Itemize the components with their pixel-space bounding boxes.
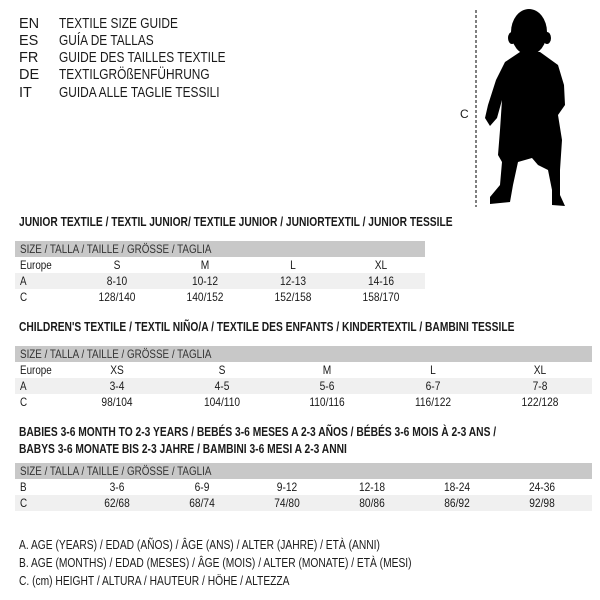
table-row: B 3-6 6-9 9-12 12-18 18-24 24-36 [15, 479, 592, 495]
table-row: C 98/104 104/110 110/116 116/122 122/128 [15, 394, 592, 410]
size-header-row: SIZE / TALLA / TAILLE / GRÖSSE / TAGLIA [15, 463, 592, 479]
table-cell: S [218, 363, 226, 377]
table-cell: 12-13 [279, 274, 307, 288]
row-label: C [20, 290, 28, 304]
junior-size-table: SIZE / TALLA / TAILLE / GRÖSSE / TAGLIA E… [15, 241, 425, 305]
table-cell: 92/98 [529, 496, 555, 510]
language-title: GUIDE DES TAILLES TEXTILE [59, 50, 226, 66]
table-cell: M [322, 363, 332, 377]
table-cell: 68/74 [189, 496, 215, 510]
row-label: B [20, 480, 27, 494]
table-cell: S [113, 258, 121, 272]
table-cell: L [430, 363, 436, 377]
child-silhouette-icon [475, 9, 565, 207]
table-cell: 12-18 [358, 480, 386, 494]
table-cell: 24-36 [528, 480, 556, 494]
row-label: A [20, 274, 27, 288]
table-cell: 8-10 [106, 274, 128, 288]
language-code: FR [19, 50, 39, 66]
table-cell: 98/104 [101, 395, 133, 409]
table-cell: 80/86 [359, 496, 385, 510]
language-title: TEXTILGRÖßENFÜHRUNG [59, 67, 210, 83]
table-cell: 158/170 [362, 290, 400, 304]
table-cell: XS [110, 363, 124, 377]
row-label: Europe [20, 363, 52, 377]
language-title: GUÍA DE TALLAS [59, 33, 154, 49]
children-heading: CHILDREN'S TEXTILE / TEXTIL NIÑO/A / TEX… [19, 320, 515, 334]
table-cell: M [200, 258, 210, 272]
table-cell: 5-6 [319, 379, 335, 393]
language-title: GUIDA ALLE TAGLIE TESSILI [59, 85, 220, 101]
row-label: Europe [20, 258, 52, 272]
table-cell: 140/152 [186, 290, 224, 304]
table-row: A 8-10 10-12 12-13 14-16 [15, 273, 425, 289]
row-label: C [20, 496, 28, 510]
table-cell: 7-8 [532, 379, 548, 393]
table-cell: 86/92 [444, 496, 470, 510]
table-row: Europe XS S M L XL [15, 362, 592, 378]
table-cell: 14-16 [367, 274, 395, 288]
table-cell: 3-6 [109, 480, 125, 494]
babies-heading-line2: BABYS 3-6 MONATE BIS 2-3 JAHRE / BAMBINI… [19, 442, 347, 456]
table-cell: 6-7 [425, 379, 441, 393]
language-code: IT [19, 85, 32, 101]
table-row: C 62/68 68/74 74/80 80/86 86/92 92/98 [15, 495, 592, 511]
table-cell: 6-9 [194, 480, 210, 494]
legend-a: A. AGE (YEARS) / EDAD (AÑOS) / ÂGE (ANS)… [19, 538, 380, 552]
table-cell: 62/68 [104, 496, 130, 510]
size-header-label: SIZE / TALLA / TAILLE / GRÖSSE / TAGLIA [20, 464, 212, 478]
table-cell: 152/158 [274, 290, 312, 304]
table-cell: 18-24 [443, 480, 471, 494]
table-cell: XL [374, 258, 388, 272]
table-row: Europe S M L XL [15, 257, 425, 273]
size-header-row: SIZE / TALLA / TAILLE / GRÖSSE / TAGLIA [15, 241, 425, 257]
table-cell: 128/140 [98, 290, 136, 304]
children-size-table: SIZE / TALLA / TAILLE / GRÖSSE / TAGLIA E… [15, 346, 592, 410]
table-cell: 3-4 [109, 379, 125, 393]
babies-size-table: SIZE / TALLA / TAILLE / GRÖSSE / TAGLIA B… [15, 463, 592, 511]
table-cell: 74/80 [274, 496, 300, 510]
table-row: C 128/140 140/152 152/158 158/170 [15, 289, 425, 305]
language-code: ES [19, 33, 39, 49]
legend-c: C. (cm) HEIGHT / ALTURA / HAUTEUR / HÖHE… [19, 574, 290, 588]
language-title: TEXTILE SIZE GUIDE [59, 16, 178, 32]
babies-heading-line1: BABIES 3-6 MONTH TO 2-3 YEARS / BEBÉS 3-… [19, 425, 497, 439]
table-cell: XL [533, 363, 547, 377]
language-code: EN [19, 16, 40, 32]
table-cell: 122/128 [521, 395, 559, 409]
size-header-label: SIZE / TALLA / TAILLE / GRÖSSE / TAGLIA [20, 242, 212, 256]
row-label: A [20, 379, 27, 393]
table-cell: 110/116 [309, 395, 345, 409]
table-cell: L [290, 258, 296, 272]
row-label: C [20, 395, 28, 409]
table-cell: 116/122 [414, 395, 452, 409]
table-row: A 3-4 4-5 5-6 6-7 7-8 [15, 378, 592, 394]
language-code: DE [19, 67, 40, 83]
size-header-row: SIZE / TALLA / TAILLE / GRÖSSE / TAGLIA [15, 346, 592, 362]
table-cell: 104/110 [203, 395, 241, 409]
table-cell: 4-5 [214, 379, 230, 393]
junior-heading: JUNIOR TEXTILE / TEXTIL JUNIOR/ TEXTILE … [19, 215, 453, 229]
table-cell: 10-12 [191, 274, 219, 288]
legend-b: B. AGE (MONTHS) / EDAD (MESES) / ÂGE (MO… [19, 556, 412, 570]
size-header-label: SIZE / TALLA / TAILLE / GRÖSSE / TAGLIA [20, 347, 212, 361]
table-cell: 9-12 [276, 480, 298, 494]
height-label: C [460, 107, 469, 121]
